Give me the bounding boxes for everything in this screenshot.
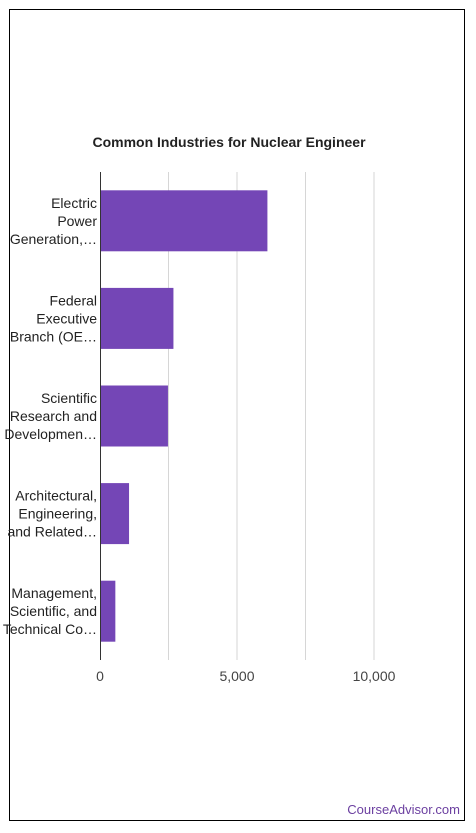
category-label: Architectural, Engineering, and Related… — [7, 488, 97, 540]
category-label: Federal Executive Branch (OE… — [10, 292, 97, 344]
x-tick-label: 0 — [96, 668, 104, 684]
tick-labels: 0 5,000 10,000 — [96, 668, 396, 684]
chart-title: Common Industries for Nuclear Engineer — [92, 134, 366, 150]
bar — [100, 385, 168, 447]
brand-link[interactable]: CourseAdvisor.com — [347, 802, 460, 817]
gridlines — [168, 172, 375, 660]
category-label: Electric Power Generation,… — [10, 195, 98, 247]
bar — [100, 580, 116, 642]
x-tick-label: 10,000 — [353, 668, 396, 684]
bar — [100, 287, 174, 349]
bar — [100, 190, 268, 252]
x-tick-label: 5,000 — [219, 668, 254, 684]
category-labels: Electric Power Generation,… Federal Executiv… — [3, 195, 97, 637]
bar — [100, 483, 130, 545]
bars — [100, 190, 268, 642]
category-label: Scientific Research and Developmen… — [4, 390, 97, 442]
category-label: Management, Scientific, and Technical Co… — [3, 585, 97, 637]
